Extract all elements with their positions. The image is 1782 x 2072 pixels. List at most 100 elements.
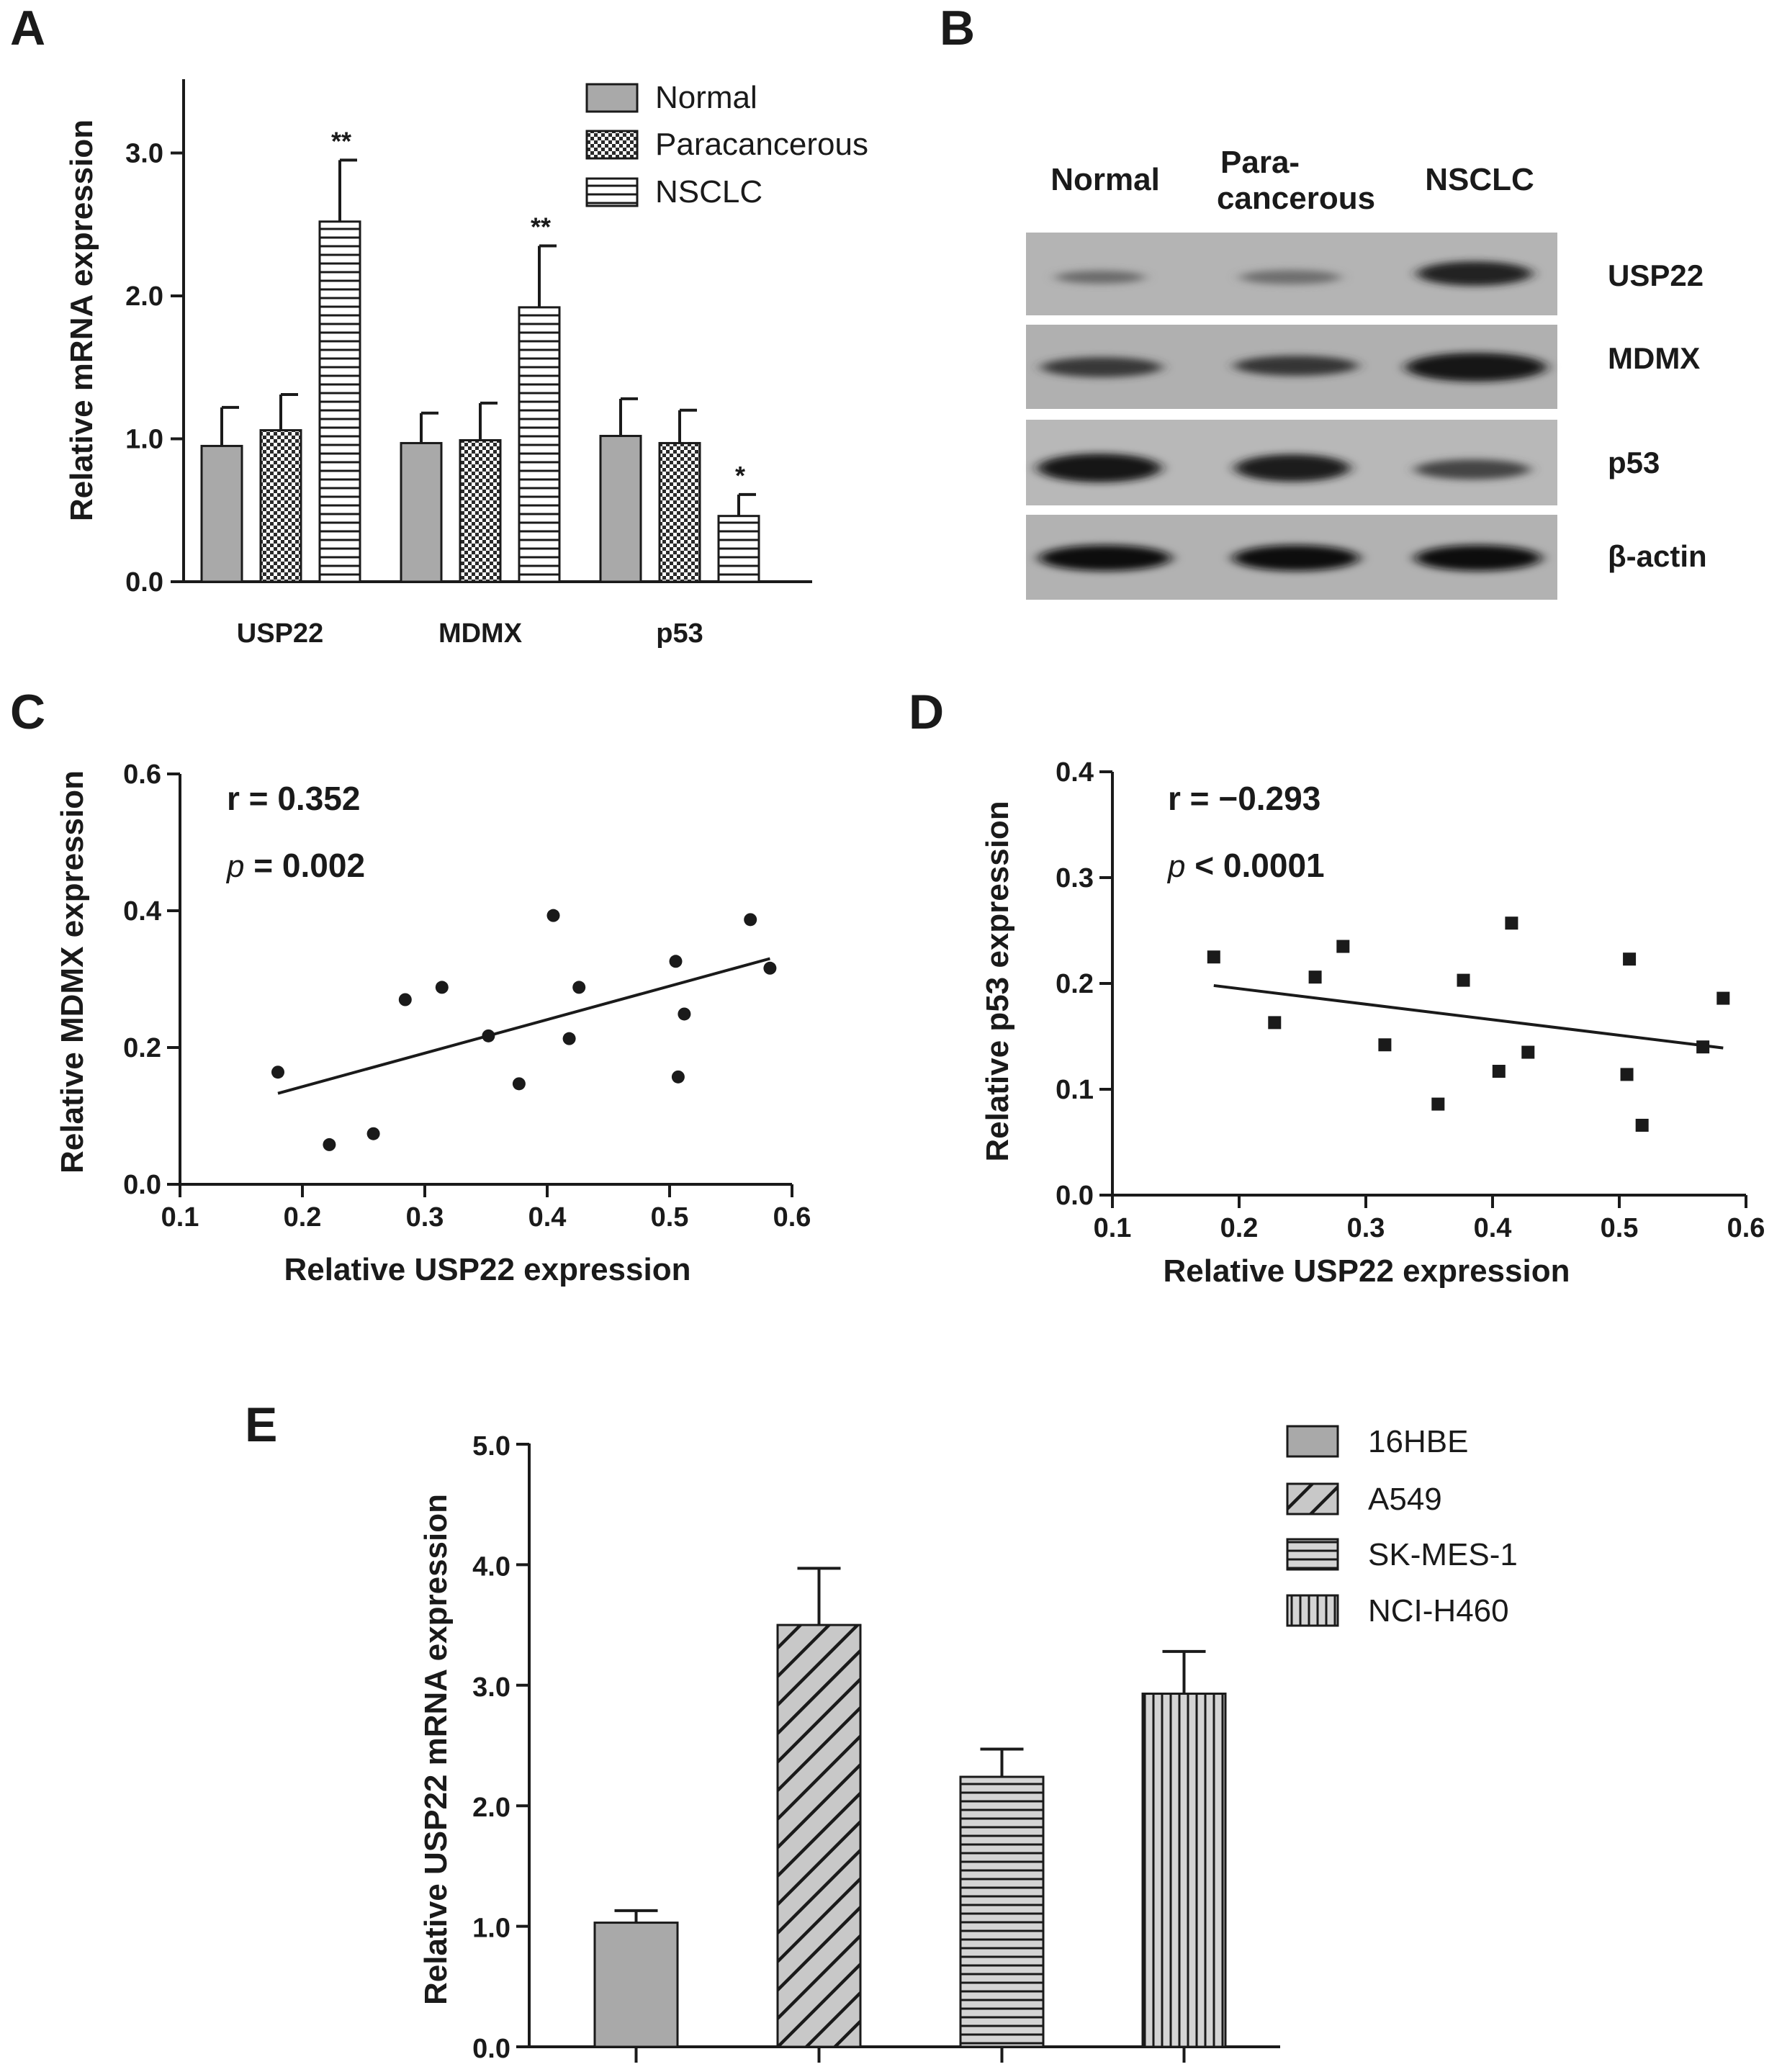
blot-row-label-mdmx: MDMX: [1608, 341, 1700, 375]
chart-d-data-point: [1268, 1016, 1282, 1030]
chart-a-legend: Normal Paracancerous NSCLC: [585, 80, 868, 210]
chart-e-y-tick-label: 3.0: [472, 1672, 510, 1703]
chart-c-y-tick-label: 0.4: [123, 896, 161, 927]
chart-d-x-tick-label: 0.6: [1727, 1213, 1765, 1243]
chart-a-bar: [658, 441, 701, 583]
chart-a-bar: [200, 444, 243, 583]
panel-label-e: E: [245, 1397, 277, 1452]
chart-a-significance-label: *: [735, 461, 745, 490]
chart-c-data-point: [744, 913, 757, 927]
chart-d-x-tick-label: 0.3: [1347, 1213, 1385, 1243]
chart-d-data-point: [1620, 1068, 1634, 1081]
chart-c-data-point: [669, 955, 683, 968]
chart-d-p-text: < 0.0001: [1185, 847, 1324, 884]
chart-d-y-tick-label: 0.2: [1056, 969, 1094, 999]
chart-e-y-axis-title: Relative USP22 mRNA expression: [418, 1494, 454, 2005]
chart-d-data-point: [1336, 940, 1350, 953]
chart-a-y-tick-label: 2.0: [125, 281, 163, 312]
chart-d-data-point: [1492, 1065, 1506, 1078]
chart-c-data-point: [671, 1070, 685, 1084]
chart-a-bar: [518, 306, 561, 583]
chart-c-x-tick-label: 0.3: [406, 1202, 444, 1233]
chart-a-category-label: p53: [656, 618, 703, 649]
chart-c-x-tick-label: 0.5: [651, 1202, 689, 1233]
blot-band: [1240, 270, 1341, 284]
chart-d-data-point: [1308, 970, 1322, 984]
chart-e-y-tick-label: 5.0: [472, 1431, 510, 1461]
chart-d-y-tick-label: 0.1: [1056, 1075, 1094, 1105]
chart-a-y-axis-title: Relative mRNA expression: [64, 120, 99, 521]
legend-label-nsclc: NSCLC: [655, 174, 762, 210]
chart-c-y-tick-label: 0.2: [123, 1033, 161, 1063]
blot-band: [1415, 545, 1542, 571]
panel-label-d: D: [909, 685, 944, 739]
chart-c-y-tick-label: 0.0: [123, 1170, 161, 1200]
chart-c-x-tick-label: 0.4: [528, 1202, 567, 1233]
chart-d-y-tick-label: 0.4: [1056, 757, 1094, 788]
chart-d-y-tick-label: 0.0: [1056, 1181, 1094, 1211]
chart-a-bar-chart: Relative mRNA expression USP22 MDMX p53 …: [64, 79, 868, 649]
chart-c-data-point: [562, 1032, 576, 1045]
blot-row-label-usp22: USP22: [1608, 258, 1704, 292]
chart-d-data-point: [1716, 991, 1730, 1005]
chart-a-y-tick-label: 1.0: [125, 425, 163, 455]
chart-d-data-point: [1431, 1097, 1445, 1111]
chart-a-bar: [400, 441, 443, 583]
chart-a-category-label: USP22: [237, 618, 323, 649]
chart-c-x-axis-title: Relative USP22 expression: [284, 1252, 691, 1287]
chart-c-data-point: [763, 961, 777, 975]
chart-d-x-tick-label: 0.2: [1220, 1213, 1259, 1243]
legend-label-paracancerous: Paracancerous: [655, 127, 868, 162]
chart-d-x-tick-label: 0.1: [1094, 1213, 1132, 1243]
chart-e-bar: [776, 1623, 862, 2048]
chart-d-data-point: [1635, 1118, 1649, 1132]
chart-d-data-point: [1521, 1045, 1535, 1059]
blot-band: [1056, 271, 1145, 284]
chart-a-y-tick-label: 3.0: [125, 139, 163, 169]
chart-a-bar: [459, 438, 502, 583]
chart-c-p-symbol: p: [225, 849, 244, 884]
chart-a-bar: [599, 435, 642, 583]
chart-c-data-point: [271, 1066, 284, 1079]
blot-row-label-beta-actin: β-actin: [1608, 539, 1707, 573]
chart-c-p-text: = 0.002: [244, 847, 365, 884]
legend-label-sk-mes-1: SK-MES-1: [1368, 1537, 1518, 1572]
chart-a-bar: [259, 429, 302, 583]
chart-c-r-value: r = 0.352: [227, 780, 360, 817]
chart-a-significance-label: **: [531, 212, 551, 242]
chart-d-p-symbol: p: [1166, 849, 1185, 884]
chart-c-p-value: p = 0.002: [225, 847, 365, 884]
chart-d-y-axis-title: Relative p53 expression: [980, 801, 1015, 1161]
chart-c-data-point: [366, 1127, 380, 1140]
chart-c-data-point: [512, 1077, 526, 1091]
chart-e-bar: [593, 1922, 679, 2048]
chart-c-x-tick-label: 0.2: [284, 1202, 322, 1233]
chart-c-y-axis-title: Relative MDMX expression: [55, 770, 90, 1174]
chart-d-data-point: [1696, 1040, 1710, 1054]
chart-a-bar: [318, 220, 361, 583]
chart-c-data-point: [482, 1029, 495, 1042]
chart-d-p-value: p < 0.0001: [1166, 847, 1325, 884]
blot-column-label-para: Para-: [1220, 145, 1300, 180]
blot-band: [1417, 261, 1532, 286]
chart-d-regression-line: [1213, 983, 1724, 1050]
blot-band: [1038, 454, 1161, 482]
legend-swatch-nci-h460: [1286, 1594, 1339, 1627]
chart-d-y-tick-label: 0.3: [1056, 863, 1094, 893]
blot-band: [1415, 459, 1530, 479]
chart-d-x-tick-label: 0.4: [1474, 1213, 1512, 1243]
panel-label-b: B: [940, 1, 975, 55]
chart-c-y-tick-label: 0.6: [123, 760, 161, 790]
chart-a-y-tick-label: 0.0: [125, 567, 163, 598]
panel-label-a: A: [10, 1, 45, 55]
blot-band: [1041, 357, 1162, 377]
chart-c-data-point: [678, 1007, 691, 1021]
blot-column-label-nsclc: NSCLC: [1425, 162, 1534, 197]
chart-e-bar: [959, 1775, 1045, 2048]
chart-c-x-tick-label: 0.6: [773, 1202, 811, 1233]
chart-e-y-tick-label: 0.0: [472, 2034, 510, 2064]
blot-column-label-normal: Normal: [1050, 162, 1160, 197]
chart-e-y-tick-label: 4.0: [472, 1551, 510, 1582]
chart-d-data-point: [1457, 973, 1470, 987]
